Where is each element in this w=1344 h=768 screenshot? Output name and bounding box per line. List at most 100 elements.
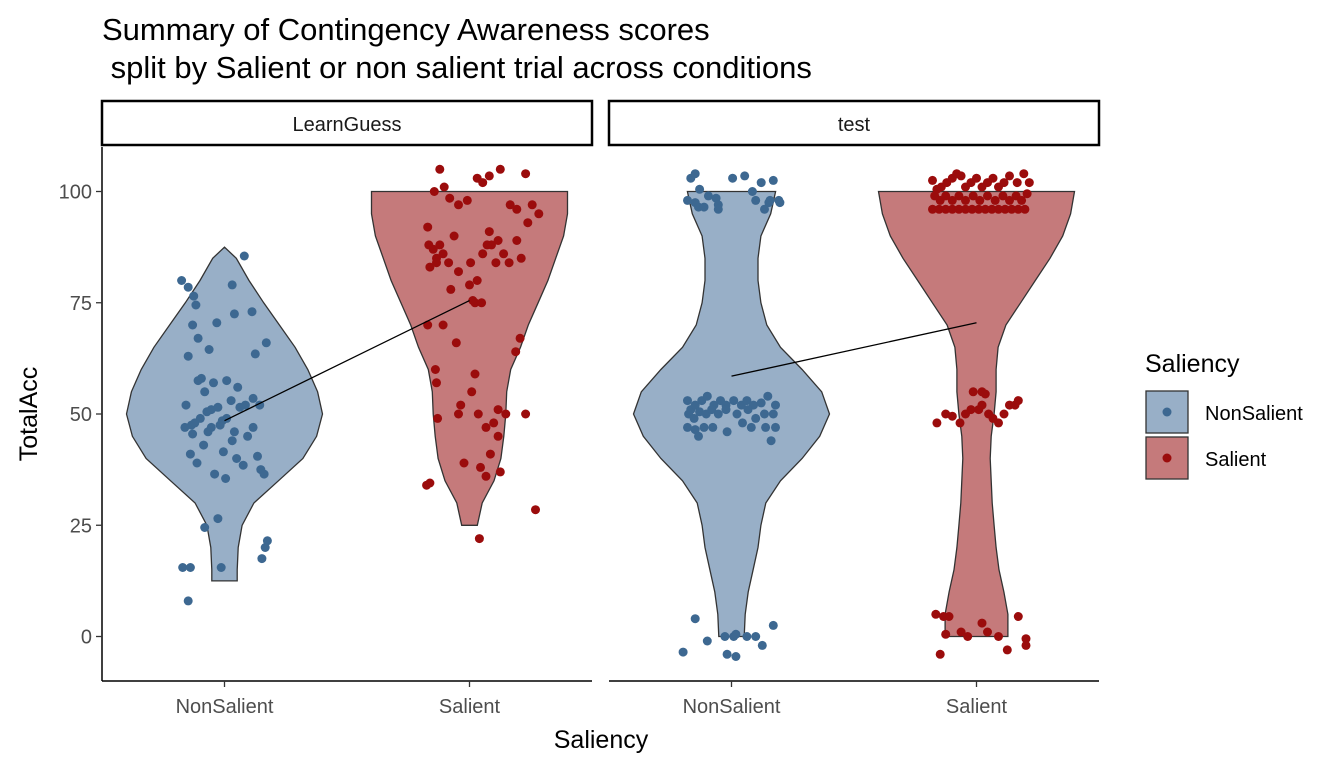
data-point xyxy=(188,320,198,330)
data-point xyxy=(968,191,978,201)
data-point xyxy=(751,632,761,641)
data-point xyxy=(474,534,484,544)
data-point xyxy=(683,195,692,205)
data-point xyxy=(699,202,709,212)
data-point xyxy=(425,262,435,272)
data-point xyxy=(775,198,785,208)
data-point xyxy=(947,195,957,205)
data-point xyxy=(516,253,526,263)
facet-strip xyxy=(100,99,594,147)
violin-nonsalient xyxy=(125,246,324,582)
data-point xyxy=(972,173,981,183)
y-tick-label: 75 xyxy=(70,293,92,315)
facet-panel-test: test NonSalient Salient xyxy=(607,99,1101,718)
data-point xyxy=(738,418,747,428)
data-point xyxy=(988,173,998,183)
data-point xyxy=(192,458,202,468)
facet-panel-learnguess: LearnGuess NonSalient Salient 0 25 50 75 100 xyxy=(59,99,594,718)
data-point xyxy=(722,649,732,659)
data-point xyxy=(760,409,769,419)
data-point xyxy=(527,200,537,210)
data-point xyxy=(250,349,260,359)
data-point xyxy=(729,396,739,406)
data-point xyxy=(465,280,474,290)
data-point xyxy=(232,454,242,463)
data-point xyxy=(512,204,522,214)
data-point xyxy=(423,222,433,232)
data-point xyxy=(239,251,249,261)
data-point xyxy=(193,376,203,386)
data-point xyxy=(751,413,761,423)
data-point xyxy=(975,195,985,205)
data-point xyxy=(222,376,232,386)
chart-title-line-1: Summary of Contingency Awareness scores xyxy=(102,12,710,47)
data-point xyxy=(713,409,723,419)
data-point xyxy=(954,191,964,201)
violin-nonsalient xyxy=(632,190,831,638)
data-point xyxy=(994,632,1003,641)
data-point xyxy=(531,505,540,515)
data-point xyxy=(229,427,239,437)
data-point xyxy=(257,554,267,564)
data-point xyxy=(987,204,997,214)
data-point xyxy=(757,640,767,650)
data-point xyxy=(994,204,1003,214)
data-point xyxy=(742,396,752,406)
data-point xyxy=(185,449,195,459)
data-point xyxy=(221,474,231,483)
data-point xyxy=(731,629,741,639)
y-axis-title: TotalAcc xyxy=(15,367,43,461)
data-point xyxy=(454,267,463,277)
data-point xyxy=(206,422,216,432)
data-point xyxy=(740,171,750,181)
data-point xyxy=(756,178,766,188)
data-point xyxy=(994,418,1003,428)
data-point xyxy=(212,318,222,328)
mean-connector-line xyxy=(731,322,977,377)
data-point xyxy=(446,284,456,294)
data-point xyxy=(512,236,522,245)
data-point xyxy=(928,175,937,185)
data-point xyxy=(200,523,210,532)
data-point xyxy=(751,195,761,205)
data-point xyxy=(200,387,210,397)
data-point xyxy=(489,418,499,428)
data-point xyxy=(947,204,957,214)
data-point xyxy=(955,418,965,428)
data-point xyxy=(227,436,237,446)
data-point xyxy=(262,536,272,546)
facet-strip-label: LearnGuess xyxy=(293,114,402,136)
data-point xyxy=(215,420,225,430)
data-point xyxy=(505,200,515,210)
data-point xyxy=(999,409,1009,419)
data-point xyxy=(504,258,514,268)
x-tick-label: NonSalient xyxy=(683,696,781,718)
data-point xyxy=(183,596,193,606)
data-point xyxy=(678,647,688,657)
data-point xyxy=(928,204,937,214)
data-point xyxy=(243,431,253,441)
data-point xyxy=(227,280,237,290)
data-point xyxy=(935,649,945,659)
data-point xyxy=(425,478,435,488)
data-point xyxy=(941,191,951,201)
data-point xyxy=(956,627,966,637)
data-point xyxy=(248,422,258,432)
data-point xyxy=(466,258,476,268)
violin-salient xyxy=(370,190,569,526)
data-point xyxy=(683,396,692,406)
data-point xyxy=(1013,612,1023,621)
data-point xyxy=(742,632,752,641)
data-point xyxy=(429,187,439,196)
data-point xyxy=(454,200,463,210)
data-point xyxy=(756,398,766,408)
data-point xyxy=(728,173,738,183)
data-point xyxy=(1013,396,1023,406)
data-point xyxy=(433,413,443,423)
data-point xyxy=(430,365,440,374)
data-point xyxy=(493,431,503,441)
data-point xyxy=(444,258,454,268)
data-point xyxy=(209,378,218,388)
data-point xyxy=(931,609,941,619)
